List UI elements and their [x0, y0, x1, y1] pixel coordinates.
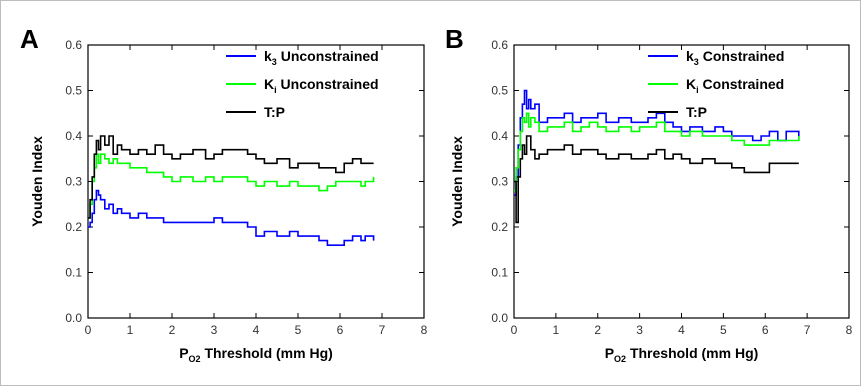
panel-a-xtick-label: 6 — [337, 323, 344, 337]
panel-b-series-line-0 — [514, 89, 800, 196]
panel-b-xtick-label: 8 — [846, 323, 853, 337]
panel-b-y-axis-label: Youden Index — [449, 136, 465, 227]
panel-b-xtick-label: 0 — [511, 323, 518, 337]
panel-a-ytick-label: 0.4 — [65, 129, 82, 143]
panel-a-ytick-label: 0.6 — [65, 38, 82, 52]
panel-b-legend-label-1: Ki Constrained — [686, 76, 784, 95]
panel-b-legend-label-2: T:P — [686, 104, 707, 120]
panel-b-series-line-1 — [514, 112, 800, 192]
panel-a-series-line-2 — [88, 135, 374, 219]
panel-b-xtick-label: 7 — [804, 323, 811, 337]
panel-b-ytick-label: 0.0 — [491, 311, 508, 325]
panel-b-ytick-label: 0.3 — [491, 175, 508, 189]
panel-a-xtick-label: 7 — [379, 323, 386, 337]
panel-a-legend-label-0: k3 Unconstrained — [264, 48, 379, 67]
panel-b-xtick-label: 2 — [594, 323, 601, 337]
panel-b-xtick-label: 6 — [762, 323, 769, 337]
panel-a-ytick-label: 0.3 — [65, 175, 82, 189]
panel-a-ytick-label: 0.5 — [65, 84, 82, 98]
panel-a-ytick-label: 0.1 — [65, 266, 82, 280]
panel-a-legend-label-2: T:P — [264, 104, 285, 120]
panel-a-xtick-label: 3 — [211, 323, 218, 337]
panel-a-xtick-label: 5 — [295, 323, 302, 337]
panel-b-x-axis-label: PO2 Threshold (mm Hg) — [605, 345, 759, 364]
panel-b-xtick-label: 5 — [720, 323, 727, 337]
panel-a-legend-label-1: Ki Unconstrained — [264, 76, 379, 95]
panel-b-xtick-label: 3 — [636, 323, 643, 337]
panel-b-plot-frame — [513, 44, 850, 319]
panel-b-series-line-2 — [514, 135, 799, 224]
panel-b-letter: B — [445, 24, 464, 54]
panel-a-ytick-label: 0.0 — [65, 311, 82, 325]
panel-b-ytick-label: 0.4 — [491, 129, 508, 143]
panel-b-ytick-label: 0.1 — [491, 266, 508, 280]
panel-b-xtick-label: 4 — [678, 323, 685, 337]
panel-b-ytick-label: 0.6 — [491, 38, 508, 52]
panel-a-xtick-label: 8 — [421, 323, 428, 337]
panel-a-xtick-label: 0 — [85, 323, 92, 337]
panel-b: B 0.0 0.1 0.2 0.3 0.4 0.5 0.6 0 1 2 3 4 5 6 7 8 PO2 Thres… — [445, 24, 853, 364]
panel-a-ytick-label: 0.2 — [65, 220, 82, 234]
panel-b-xtick-label: 1 — [553, 323, 560, 337]
panel-a-series-line-1 — [88, 153, 375, 219]
panel-a-y-axis-label: Youden Index — [29, 136, 45, 227]
panel-a-series-line-0 — [88, 189, 375, 246]
panel-a-letter: A — [20, 24, 39, 54]
panel-b-ytick-label: 0.5 — [491, 84, 508, 98]
panel-a: A 0.0 0.1 0.2 0.3 0.4 0.5 0.6 0 1 2 3 4 5 6 7 8 PO2 Thres… — [20, 24, 428, 364]
panel-a-xtick-label: 2 — [169, 323, 176, 337]
panel-b-legend-label-0: k3 Constrained — [686, 48, 784, 67]
panel-a-xtick-label: 4 — [253, 323, 260, 337]
panel-a-xtick-label: 1 — [127, 323, 134, 337]
panel-a-x-axis-label: PO2 Threshold (mm Hg) — [179, 345, 333, 364]
panel-b-ytick-label: 0.2 — [491, 220, 508, 234]
